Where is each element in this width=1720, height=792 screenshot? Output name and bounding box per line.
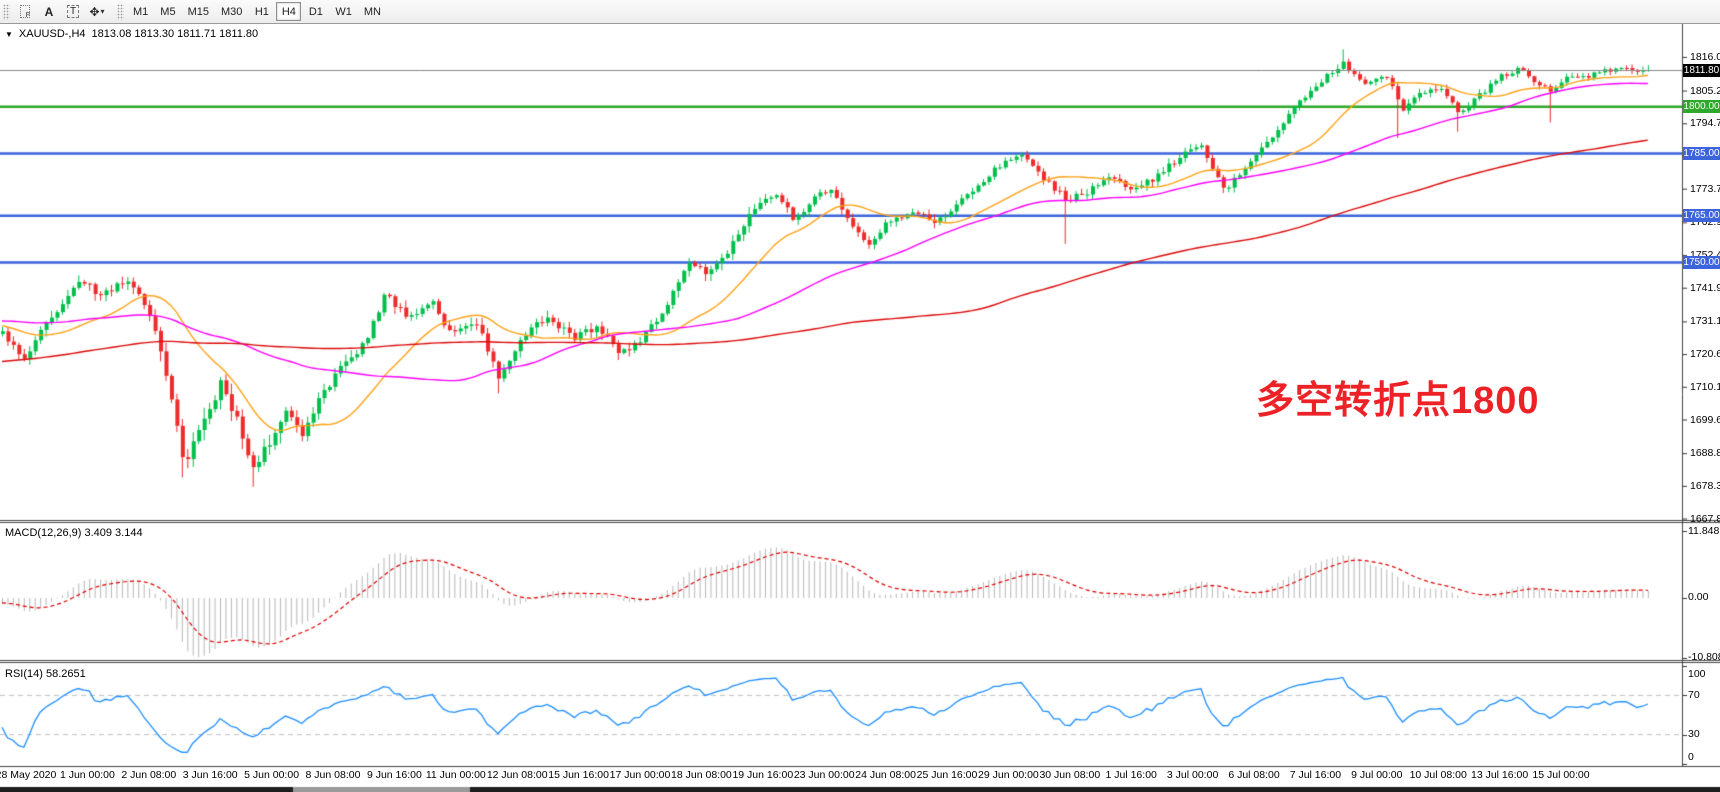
time-axis-label: 1 Jun 00:00 — [59, 769, 115, 781]
level-badge-1800.00: 1800.00 — [1683, 100, 1720, 114]
price-axis-tick: 1699.60 — [1690, 413, 1720, 426]
timeframe-button-m1[interactable]: M1 — [128, 2, 153, 21]
rsi-scale-100: 100 — [1688, 668, 1706, 680]
macd-scale-zero: 0.00 — [1688, 591, 1709, 603]
price-axis-tick: 1678.30 — [1690, 479, 1720, 492]
grid-f-glyph: F — [20, 5, 30, 19]
time-axis-label: 15 Jul 00:00 — [1532, 769, 1590, 781]
cursor-glyph: ✥ — [89, 4, 100, 19]
time-axis-label: 1 Jul 16:00 — [1105, 769, 1157, 781]
symbol-dropdown-icon[interactable]: ▼ — [5, 29, 13, 39]
time-axis-label: 18 Jun 08:00 — [671, 769, 732, 781]
symbol-name: XAUUSD-,H4 — [18, 28, 86, 40]
timeframe-button-m30[interactable]: M30 — [216, 2, 247, 21]
time-axis-label: 3 Jun 16:00 — [182, 769, 238, 781]
font-a-icon[interactable]: A — [37, 2, 61, 21]
time-axis-label: 29 Jun 00:00 — [978, 769, 1039, 781]
time-axis-label: 9 Jul 00:00 — [1351, 769, 1403, 781]
time-axis-label: 23 Jun 00:00 — [793, 769, 855, 781]
time-axis-label: 8 Jun 08:00 — [305, 769, 361, 781]
level-badge-1785.00: 1785.00 — [1683, 146, 1720, 160]
chart-annotation-text: 多空转折点1800 — [1256, 380, 1540, 422]
text-label-glyph: T — [66, 5, 80, 18]
price-axis-tick: 1688.80 — [1690, 447, 1720, 460]
time-axis-label: 25 Jun 16:00 — [916, 769, 978, 781]
timeframe-button-d1[interactable]: D1 — [303, 2, 328, 21]
time-axis-label: 9 Jun 16:00 — [366, 769, 422, 781]
symbol-info-line[interactable]: ▼ XAUUSD-,H4 1813.08 1813.30 1811.71 181… — [5, 28, 258, 40]
toolbar: F A T ✥ ▾ M1 M5 M15 M30 H1 H4 D1 W1 MN — [0, 0, 1720, 24]
time-axis-label: 24 Jun 08:00 — [855, 769, 916, 781]
macd-scale-min: -10.808 — [1688, 651, 1720, 663]
macd-scale-max: 11.848 — [1688, 525, 1720, 537]
time-axis-label: 3 Jul 00:00 — [1166, 769, 1219, 781]
level-badge-1765.00: 1765.00 — [1683, 209, 1720, 223]
rsi-indicator-label: RSI(14) 58.2651 — [5, 668, 86, 680]
timeframe-button-m5[interactable]: M5 — [155, 2, 180, 21]
current-price-badge: 1811.80 — [1683, 63, 1720, 77]
time-axis-label: 12 Jun 08:00 — [486, 769, 548, 781]
time-axis-label: 10 Jul 08:00 — [1409, 769, 1467, 781]
timeframe-button-h1[interactable]: H1 — [249, 2, 274, 21]
price-axis-tick: 1773.70 — [1690, 182, 1720, 195]
price-axis-tick: 1667.80 — [1690, 512, 1720, 525]
time-axis-label: 30 Jun 08:00 — [1039, 769, 1101, 781]
timeframe-button-h4[interactable]: H4 — [276, 2, 302, 21]
toolbar-grip2[interactable] — [117, 3, 124, 20]
time-axis-label: 5 Jun 00:00 — [244, 769, 300, 781]
level-badge-1750.00: 1750.00 — [1683, 256, 1720, 269]
time-axis-label: 6 Jul 08:00 — [1228, 769, 1280, 781]
price-axis-tick: 1816.00 — [1690, 50, 1720, 63]
time-axis-label: 28 May 2020 — [0, 769, 57, 781]
price-axis-tick: 1794.70 — [1690, 117, 1720, 130]
macd-indicator-label: MACD(12,26,9) 3.409 3.144 — [5, 527, 143, 539]
toolbar-grip[interactable] — [3, 3, 10, 20]
timeframe-button-w1[interactable]: W1 — [330, 2, 357, 21]
time-axis-label: 2 Jun 08:00 — [121, 769, 177, 781]
price-axis-tick: 1741.90 — [1690, 281, 1720, 294]
rsi-scale-0: 0 — [1688, 751, 1694, 763]
time-axis-label: 19 Jun 16:00 — [732, 769, 794, 781]
time-axis-label: 7 Jul 16:00 — [1289, 769, 1342, 781]
time-axis-label: 15 Jun 16:00 — [548, 769, 609, 781]
cursor-tool-icon[interactable]: ✥ ▾ — [85, 2, 109, 21]
timeframe-button-m15[interactable]: M15 — [183, 2, 214, 21]
grid-f-icon[interactable]: F — [13, 2, 37, 21]
price-axis-tick: 1720.60 — [1690, 348, 1720, 361]
time-axis-label: 17 Jun 00:00 — [609, 769, 671, 781]
time-axis-label: 11 Jun 00:00 — [425, 769, 486, 781]
price-axis-tick: 1805.20 — [1690, 84, 1720, 97]
timeframe-group: M1 M5 M15 M30 H1 H4 D1 W1 MN — [127, 2, 387, 21]
dropdown-caret-icon[interactable]: ▾ — [100, 7, 105, 16]
price-axis-tick: 1731.10 — [1690, 315, 1720, 328]
rsi-scale-70: 70 — [1688, 689, 1700, 701]
rsi-scale-30: 30 — [1688, 728, 1700, 740]
time-axis-label: 13 Jul 16:00 — [1470, 769, 1529, 781]
timeframe-button-mn[interactable]: MN — [359, 2, 386, 21]
price-axis-tick: 1710.10 — [1690, 380, 1720, 393]
text-label-icon[interactable]: T — [61, 2, 85, 21]
symbol-ohlc-values: 1813.08 1813.30 1811.71 1811.80 — [91, 28, 259, 40]
